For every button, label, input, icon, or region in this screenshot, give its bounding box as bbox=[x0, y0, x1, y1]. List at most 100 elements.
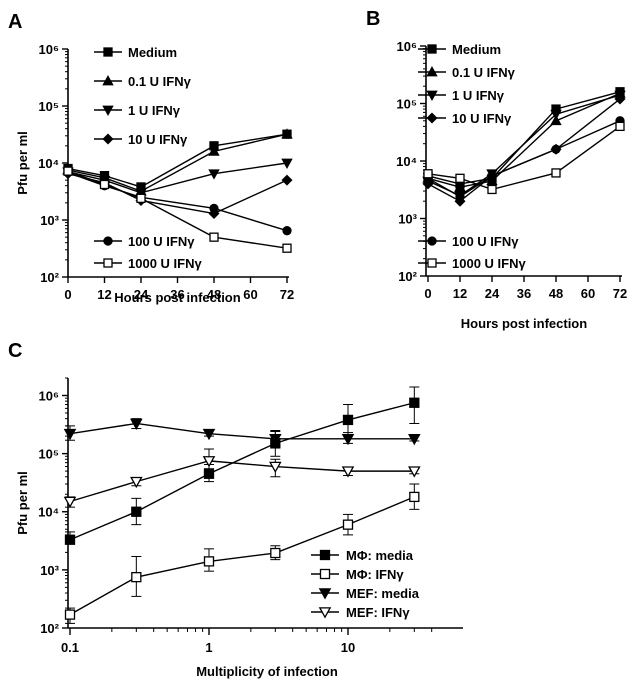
data-point bbox=[208, 145, 220, 156]
x-axis-title: Multiplicity of infection bbox=[196, 664, 338, 679]
legend-label: 1000 U IFNγ bbox=[452, 256, 526, 271]
y-tick-label: 10³ bbox=[40, 213, 59, 228]
legend-label: 1000 U IFNγ bbox=[128, 256, 202, 271]
y-tick-label: 10⁴ bbox=[38, 156, 59, 171]
data-point bbox=[130, 476, 143, 489]
data-point bbox=[270, 547, 281, 559]
data-point bbox=[203, 556, 215, 567]
data-point bbox=[551, 168, 561, 178]
y-tick-label: 10² bbox=[398, 269, 417, 284]
data-point bbox=[281, 128, 293, 139]
legend-label: 10 U IFNγ bbox=[128, 132, 188, 147]
y-tick-label: 10⁴ bbox=[396, 154, 417, 169]
data-point bbox=[282, 226, 292, 236]
data-point bbox=[209, 203, 219, 214]
data-point bbox=[409, 491, 420, 503]
legend-label: Medium bbox=[452, 42, 501, 57]
data-point bbox=[614, 93, 626, 105]
data-point bbox=[409, 397, 420, 408]
x-tick-label: 0 bbox=[424, 286, 431, 301]
x-tick-label: 0.1 bbox=[61, 640, 79, 655]
data-point bbox=[281, 158, 293, 169]
legend-label: MEF: media bbox=[346, 586, 420, 601]
data-point bbox=[282, 243, 292, 253]
y-tick-label: 10³ bbox=[398, 212, 417, 227]
data-point bbox=[281, 174, 293, 186]
y-tick-label: 10⁵ bbox=[38, 447, 59, 462]
legend-label: MΦ: IFNγ bbox=[346, 567, 404, 582]
legend-label: 1 U IFNγ bbox=[452, 88, 505, 103]
data-point bbox=[99, 179, 110, 190]
legend-marker bbox=[426, 66, 438, 77]
legend-label: 0.1 U IFNγ bbox=[128, 74, 192, 89]
x-tick-label: 12 bbox=[453, 286, 467, 301]
data-point bbox=[487, 184, 497, 195]
legend-marker bbox=[318, 588, 332, 600]
legend-marker bbox=[426, 112, 438, 124]
data-point bbox=[342, 414, 354, 426]
data-point bbox=[487, 171, 497, 181]
panel-label: C bbox=[8, 340, 22, 362]
legend-label: Medium bbox=[128, 45, 177, 60]
legend-marker bbox=[102, 133, 114, 145]
data-point bbox=[408, 433, 421, 446]
legend-label: MEF: IFNγ bbox=[346, 605, 410, 620]
data-point bbox=[423, 169, 433, 179]
legend-marker bbox=[427, 258, 437, 268]
x-tick-label: 12 bbox=[97, 287, 111, 302]
legend-label: 10 U IFNγ bbox=[452, 111, 512, 126]
data-point bbox=[130, 418, 143, 430]
data-point bbox=[454, 181, 466, 192]
y-tick-label: 10⁵ bbox=[396, 97, 417, 112]
y-tick-label: 10⁴ bbox=[38, 505, 59, 520]
data-point bbox=[455, 173, 465, 183]
data-point bbox=[64, 609, 76, 620]
data-point bbox=[269, 461, 282, 474]
y-axis-title: Pfu per ml bbox=[15, 471, 30, 535]
data-point bbox=[203, 468, 215, 479]
legend-label: 0.1 U IFNγ bbox=[452, 65, 516, 80]
y-tick-label: 10⁶ bbox=[39, 42, 59, 57]
y-tick-label: 10⁵ bbox=[38, 99, 59, 114]
data-point bbox=[202, 428, 216, 441]
legend-marker bbox=[102, 75, 114, 86]
data-point bbox=[455, 191, 465, 202]
x-tick-label: 48 bbox=[549, 286, 563, 301]
data-point bbox=[269, 433, 282, 446]
y-tick-label: 10⁶ bbox=[39, 388, 59, 403]
data-point bbox=[202, 456, 216, 468]
data-point bbox=[341, 466, 355, 478]
x-tick-label: 72 bbox=[613, 286, 627, 301]
legend-marker bbox=[427, 236, 437, 246]
x-tick-label: 36 bbox=[517, 286, 531, 301]
legend-label: MΦ: media bbox=[346, 548, 414, 563]
data-point bbox=[341, 433, 355, 446]
x-tick-label: 24 bbox=[485, 286, 500, 301]
series-line bbox=[69, 496, 415, 616]
x-tick-label: 1 bbox=[205, 640, 212, 655]
data-point bbox=[208, 169, 220, 180]
y-tick-label: 10² bbox=[40, 270, 59, 285]
legend-marker bbox=[103, 47, 113, 57]
x-axis-title: Hours post infection bbox=[461, 316, 587, 331]
x-tick-label: 36 bbox=[170, 287, 184, 302]
data-point bbox=[131, 571, 142, 583]
panel-label: B bbox=[366, 8, 380, 30]
legend-marker bbox=[319, 549, 331, 561]
data-point bbox=[408, 466, 421, 478]
data-point bbox=[64, 534, 76, 545]
x-tick-label: 48 bbox=[207, 287, 221, 302]
legend-label: 100 U IFNγ bbox=[128, 234, 195, 249]
series-line bbox=[69, 460, 415, 503]
legend-label: 100 U IFNγ bbox=[452, 234, 519, 249]
panel-label: A bbox=[8, 11, 22, 33]
series-line bbox=[427, 92, 621, 188]
data-point bbox=[342, 519, 354, 530]
legend-marker bbox=[318, 607, 332, 619]
series-line bbox=[69, 402, 415, 541]
data-point bbox=[63, 496, 77, 509]
legend-marker bbox=[319, 568, 331, 580]
data-point bbox=[615, 121, 625, 132]
series-line bbox=[69, 422, 415, 440]
legend-marker bbox=[103, 236, 113, 246]
